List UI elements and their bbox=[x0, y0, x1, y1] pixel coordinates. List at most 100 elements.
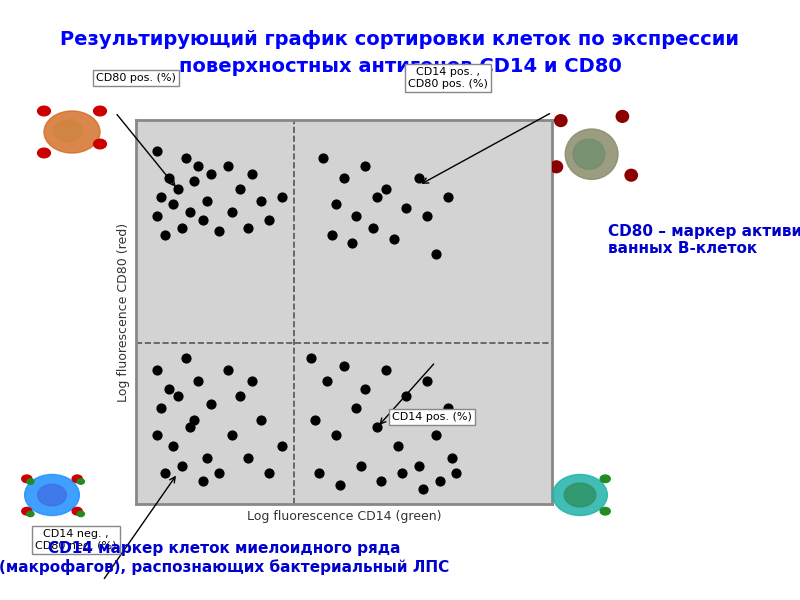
Point bbox=[338, 173, 350, 182]
Point bbox=[421, 376, 434, 386]
Circle shape bbox=[573, 139, 605, 169]
Point bbox=[396, 469, 409, 478]
Point bbox=[350, 403, 363, 413]
Circle shape bbox=[600, 508, 610, 515]
Text: Результирующий график сортировки клеток по экспрессии: Результирующий график сортировки клеток … bbox=[61, 30, 739, 49]
Point bbox=[221, 161, 234, 171]
X-axis label: Log fluorescence CD14 (green): Log fluorescence CD14 (green) bbox=[246, 509, 442, 523]
Point bbox=[358, 161, 371, 171]
Circle shape bbox=[26, 479, 34, 484]
Point bbox=[387, 234, 400, 244]
Circle shape bbox=[22, 475, 32, 482]
Point bbox=[313, 469, 326, 478]
Point bbox=[442, 192, 454, 202]
Point bbox=[321, 376, 334, 386]
Point bbox=[429, 430, 442, 440]
Point bbox=[254, 415, 267, 424]
Point bbox=[226, 208, 238, 217]
Circle shape bbox=[77, 511, 85, 517]
Point bbox=[179, 353, 192, 363]
Point bbox=[346, 238, 358, 248]
Point bbox=[196, 476, 209, 486]
Point bbox=[242, 453, 254, 463]
Point bbox=[354, 461, 367, 470]
Point bbox=[205, 400, 218, 409]
Point bbox=[413, 173, 426, 182]
Point bbox=[221, 365, 234, 374]
Point bbox=[150, 146, 163, 155]
Point bbox=[325, 230, 338, 240]
Point bbox=[150, 365, 163, 374]
Point bbox=[246, 376, 259, 386]
Point bbox=[196, 215, 209, 224]
Point bbox=[262, 469, 275, 478]
Point bbox=[226, 430, 238, 440]
Circle shape bbox=[38, 484, 66, 506]
Point bbox=[200, 196, 213, 205]
Point bbox=[192, 161, 205, 171]
Point bbox=[334, 480, 346, 490]
Point bbox=[184, 208, 197, 217]
Circle shape bbox=[554, 115, 567, 127]
Point bbox=[213, 227, 226, 236]
Point bbox=[413, 461, 426, 470]
Point bbox=[379, 184, 392, 194]
Point bbox=[304, 353, 317, 363]
Circle shape bbox=[94, 139, 106, 149]
Circle shape bbox=[54, 120, 82, 142]
Point bbox=[379, 365, 392, 374]
Point bbox=[371, 422, 384, 432]
Circle shape bbox=[616, 110, 629, 122]
Point bbox=[163, 384, 176, 394]
Y-axis label: Log fluorescence CD80 (red): Log fluorescence CD80 (red) bbox=[118, 223, 130, 401]
Point bbox=[171, 184, 184, 194]
Text: CD14 маркер клеток миелоидного ряда
(макрофагов), распознающих бактериальный ЛПС: CD14 маркер клеток миелоидного ряда (мак… bbox=[0, 541, 449, 575]
Circle shape bbox=[72, 508, 82, 515]
Circle shape bbox=[565, 129, 618, 179]
Circle shape bbox=[26, 511, 34, 517]
Point bbox=[234, 184, 246, 194]
Circle shape bbox=[22, 508, 32, 515]
Point bbox=[350, 211, 363, 221]
Point bbox=[158, 469, 171, 478]
Circle shape bbox=[94, 106, 106, 116]
Circle shape bbox=[38, 148, 50, 158]
Point bbox=[200, 453, 213, 463]
Point bbox=[442, 403, 454, 413]
Point bbox=[154, 403, 167, 413]
Point bbox=[338, 361, 350, 371]
Text: CD80 pos. (%): CD80 pos. (%) bbox=[96, 73, 176, 83]
Point bbox=[188, 176, 201, 186]
Point bbox=[366, 223, 379, 232]
Circle shape bbox=[77, 479, 85, 484]
Point bbox=[163, 173, 176, 182]
Point bbox=[375, 476, 388, 486]
Text: CD80 – маркер активиро-
ванных В-клеток: CD80 – маркер активиро- ванных В-клеток bbox=[608, 224, 800, 256]
Point bbox=[421, 211, 434, 221]
Point bbox=[392, 442, 405, 451]
Point bbox=[417, 484, 430, 493]
Point bbox=[446, 453, 458, 463]
Point bbox=[167, 442, 180, 451]
Point bbox=[171, 392, 184, 401]
Point bbox=[179, 154, 192, 163]
Circle shape bbox=[564, 483, 596, 507]
Text: CD14 pos. (%): CD14 pos. (%) bbox=[392, 412, 472, 422]
Text: поверхностных антигенов CD14 и CD80: поверхностных антигенов CD14 и CD80 bbox=[178, 57, 622, 76]
Text: CD14 neg. ,
CD80 neg. (%): CD14 neg. , CD80 neg. (%) bbox=[35, 529, 117, 551]
Point bbox=[234, 392, 246, 401]
Text: CD14 pos. ,
CD80 pos. (%): CD14 pos. , CD80 pos. (%) bbox=[408, 67, 488, 89]
Point bbox=[154, 192, 167, 202]
Point bbox=[175, 461, 188, 470]
Point bbox=[275, 442, 288, 451]
Circle shape bbox=[25, 475, 79, 515]
Point bbox=[275, 192, 288, 202]
Point bbox=[358, 384, 371, 394]
Circle shape bbox=[600, 475, 610, 482]
Point bbox=[188, 415, 201, 424]
Point bbox=[429, 250, 442, 259]
Point bbox=[150, 430, 163, 440]
Point bbox=[158, 230, 171, 240]
Point bbox=[400, 203, 413, 213]
Circle shape bbox=[553, 475, 607, 515]
